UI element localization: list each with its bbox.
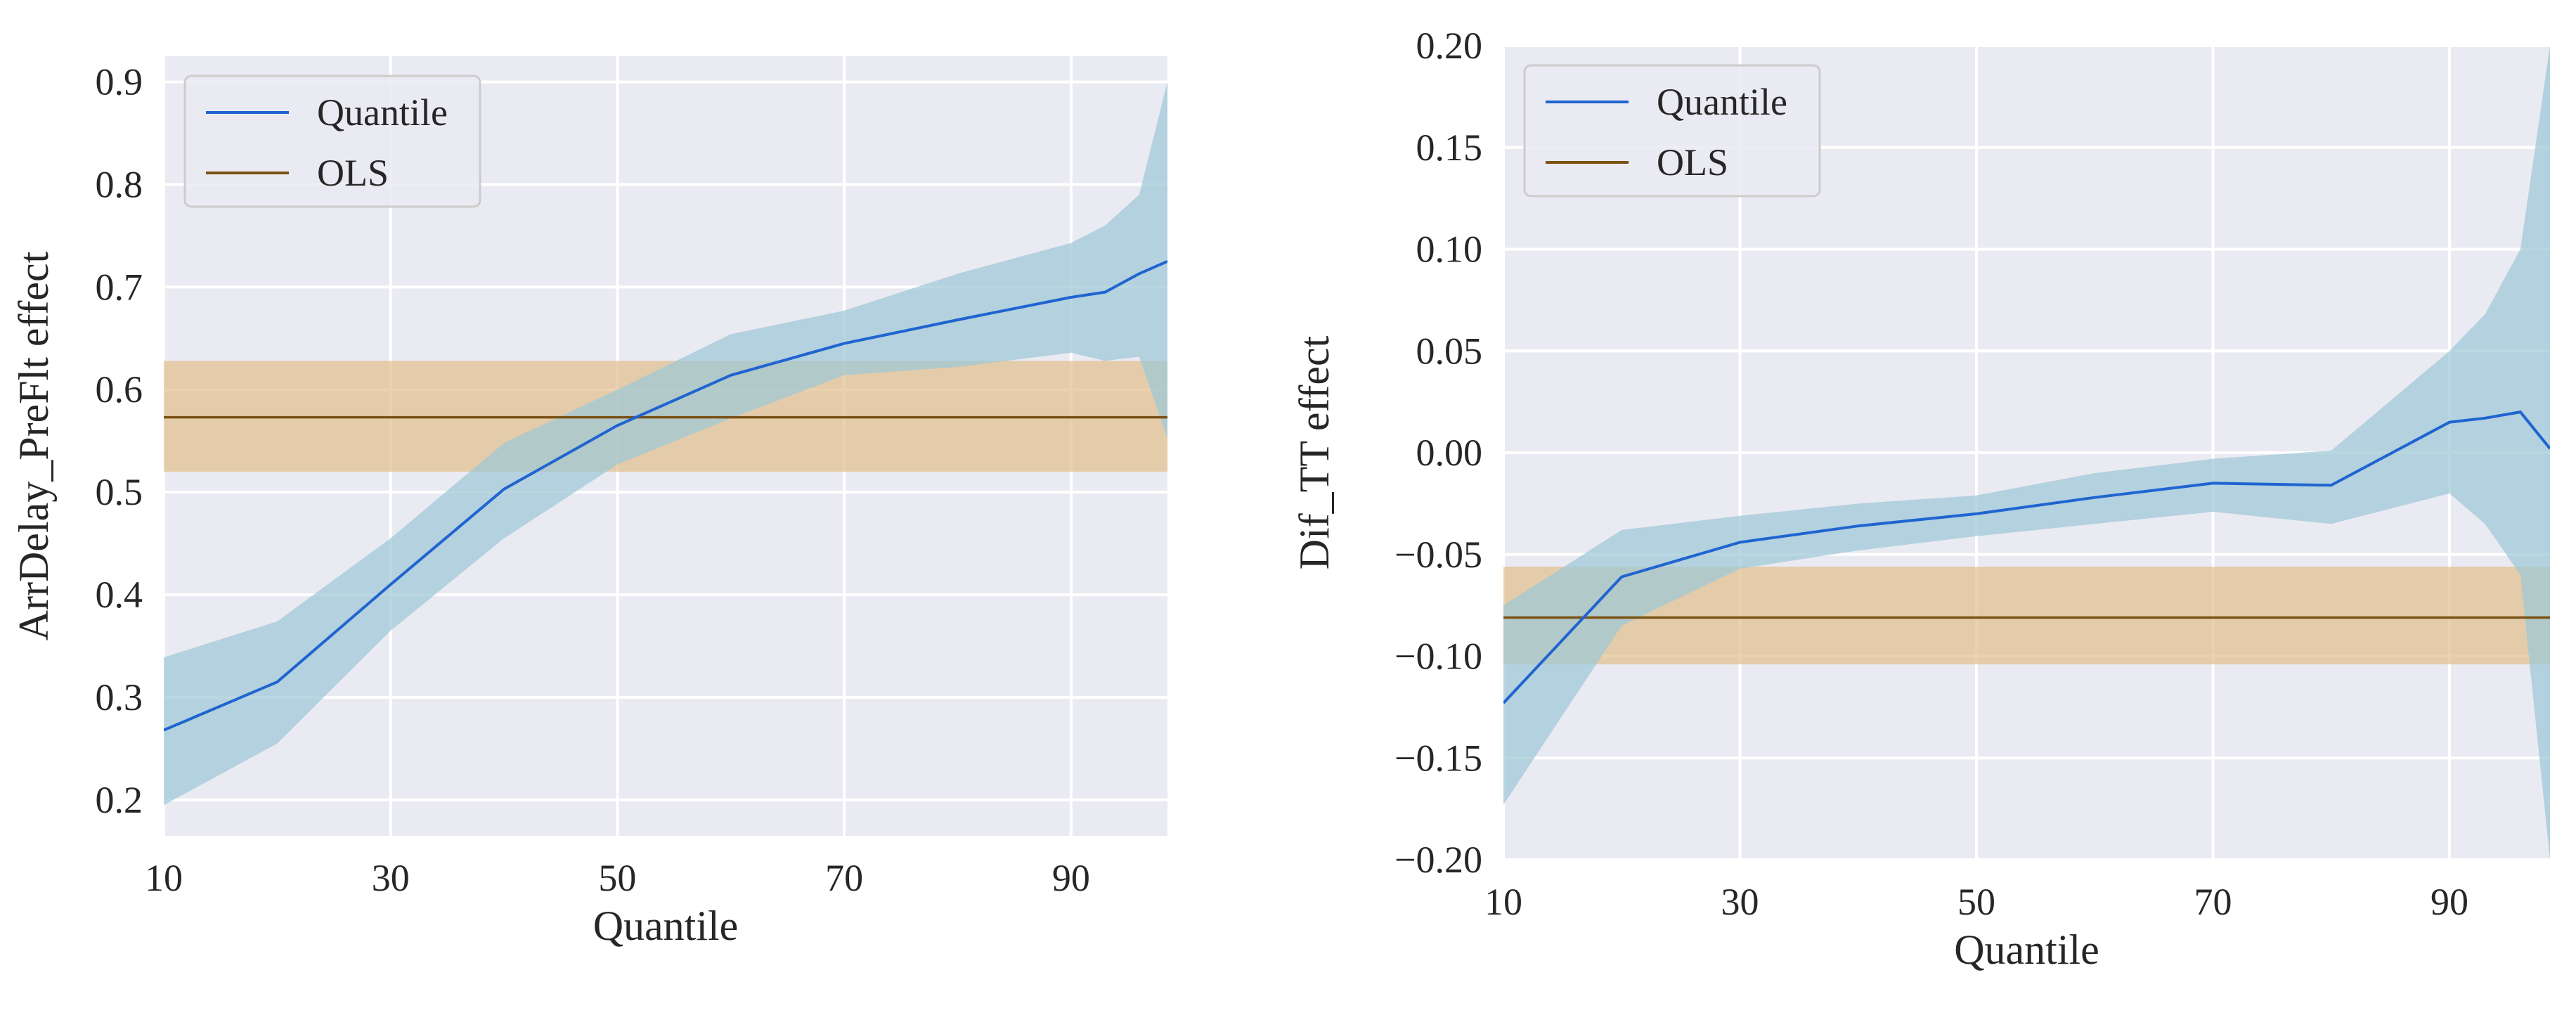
x-tick-label: 50: [1957, 881, 1995, 923]
quantile-confidence-band: [1503, 46, 2550, 860]
y-tick-label: −0.05: [1394, 534, 1482, 576]
legend-label-ols: OLS: [317, 152, 389, 194]
y-axis-label: ArrDelay_PreFlt effect: [11, 251, 57, 640]
legend: Quantile OLS: [1523, 64, 1821, 198]
y-tick-label: 0.4: [96, 574, 143, 616]
x-tick-label: 10: [145, 857, 183, 899]
x-tick-label: 70: [825, 857, 863, 899]
legend-label-quantile: Quantile: [317, 91, 448, 134]
chart-panel-1: 10 30 50 70 90 0.2 0.3 0.4 0.5 0.6 0.7 0.8 0.9 Quanti…: [11, 56, 1167, 949]
chart-panel-2: 10 30 50 70 90 −0.20 −0.15 −0.10 −0.05 0.00 0.05 0.…: [1291, 25, 2550, 973]
plot-area: [164, 82, 1167, 806]
y-tick-label: 0.00: [1416, 432, 1483, 474]
y-tick-label: 0.3: [96, 676, 143, 718]
y-tick-label: 0.2: [96, 779, 143, 821]
quantile-line: [1503, 410, 2550, 704]
x-tick-label: 30: [372, 857, 410, 899]
x-tick-label: 10: [1484, 881, 1522, 923]
y-tick-label: 0.20: [1416, 25, 1483, 67]
y-tick-label: 0.6: [96, 368, 143, 411]
quantile-confidence-band: [164, 82, 1167, 806]
x-tick-label: 50: [598, 857, 636, 899]
x-tick-label: 70: [2194, 881, 2232, 923]
y-axis-label: Dif_TT effect: [1291, 335, 1338, 569]
x-axis-label: Quantile: [593, 903, 739, 949]
x-tick-label: 30: [1721, 881, 1759, 923]
y-tick-label: 0.15: [1416, 127, 1483, 169]
legend-label-quantile: Quantile: [1657, 81, 1787, 123]
y-tick-label: 0.10: [1416, 228, 1483, 271]
x-axis-label: Quantile: [1954, 927, 2099, 973]
y-tick-label: −0.15: [1394, 737, 1482, 779]
y-tick-label: 0.05: [1416, 330, 1483, 372]
x-tick-label: 90: [1052, 857, 1090, 899]
x-tick-label: 90: [2431, 881, 2468, 923]
y-tick-label: 0.9: [96, 60, 143, 103]
y-tick-label: −0.10: [1394, 635, 1482, 678]
y-tick-label: 0.5: [96, 471, 143, 513]
quantile-line: [164, 259, 1167, 732]
legend-label-ols: OLS: [1657, 141, 1728, 183]
y-tick-label: 0.8: [96, 163, 143, 205]
y-tick-label: 0.7: [96, 266, 143, 308]
legend: Quantile OLS: [183, 75, 481, 208]
y-tick-label: −0.20: [1394, 839, 1482, 881]
plot-area: [1503, 46, 2550, 860]
